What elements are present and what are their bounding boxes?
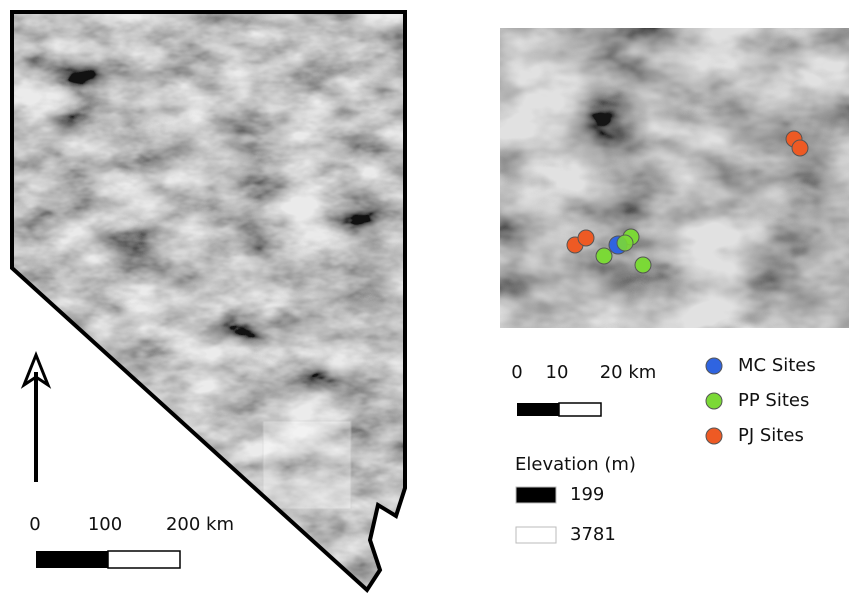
- legend-label: 199: [570, 484, 604, 505]
- scale-label: 200 km: [166, 514, 234, 535]
- nevada-terrain: [0, 0, 420, 594]
- north-arrow: [24, 355, 48, 482]
- legend-swatch: [516, 487, 556, 503]
- scale-label: 0: [511, 362, 522, 383]
- scale-label: 0: [29, 514, 40, 535]
- legend-marker: [706, 358, 722, 374]
- inset-scale-bar: 0 10 20 km: [511, 362, 656, 416]
- inset-map: [500, 28, 849, 328]
- scale-label: 100: [88, 514, 122, 535]
- legend-label: 3781: [570, 524, 616, 545]
- legend-label: PJ Sites: [738, 425, 804, 446]
- legend-label: MC Sites: [738, 355, 816, 376]
- scale-label: 10: [546, 362, 569, 383]
- legend-marker: [706, 393, 722, 409]
- legend-marker: [706, 428, 722, 444]
- legend-label: PP Sites: [738, 390, 809, 411]
- elevation-title: Elevation (m): [515, 454, 636, 475]
- scale-label: 20 km: [600, 362, 657, 383]
- main-scale-bar: 0 100 200 km: [29, 514, 234, 568]
- sites-legend: MC Sites PP Sites PJ Sites: [706, 355, 816, 446]
- figure: 0 100 200 km 0 10 20 km Elevation (m) 19…: [0, 0, 849, 594]
- legend-swatch: [516, 527, 556, 543]
- elevation-legend: 199 3781: [516, 484, 616, 545]
